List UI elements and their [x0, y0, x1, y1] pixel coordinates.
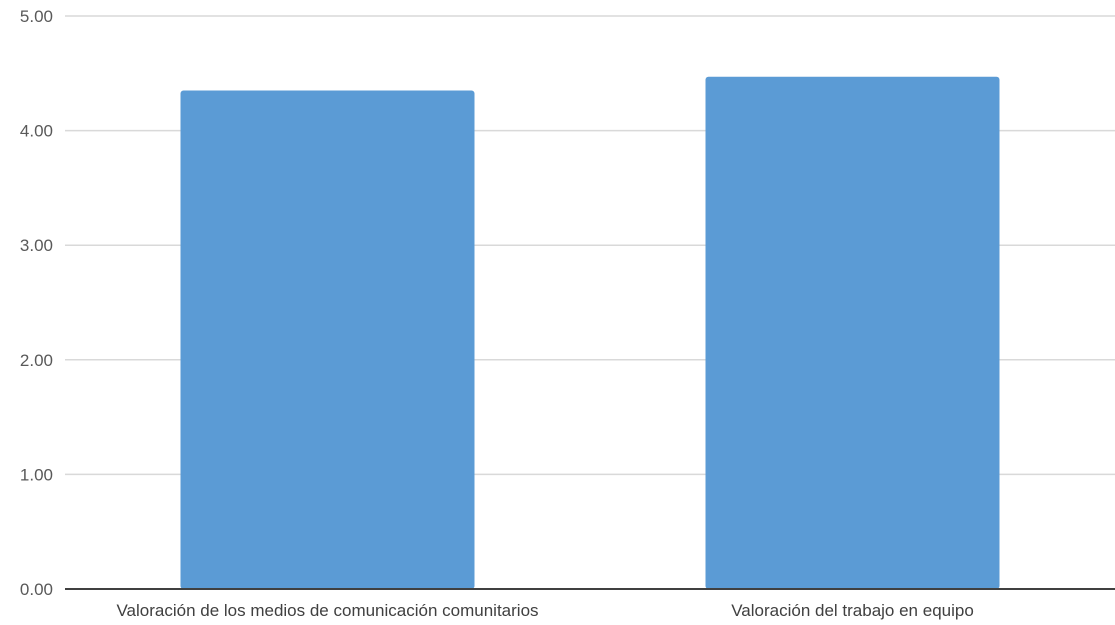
- y-tick-label: 1.00: [20, 465, 53, 484]
- x-category-label: Valoración del trabajo en equipo: [731, 601, 974, 620]
- y-tick-label: 5.00: [20, 7, 53, 26]
- x-axis-categories: Valoración de los medios de comunicación…: [116, 601, 973, 620]
- y-tick-label: 2.00: [20, 351, 53, 370]
- y-tick-label: 4.00: [20, 122, 53, 141]
- bar: [180, 90, 475, 590]
- y-tick-label: 3.00: [20, 236, 53, 255]
- bars: [180, 76, 1000, 590]
- x-category-label: Valoración de los medios de comunicación…: [116, 601, 538, 620]
- y-tick-label: 0.00: [20, 580, 53, 599]
- y-axis-ticks: 0.00 1.00 2.00 3.00 4.00 5.00: [20, 7, 53, 599]
- bar: [705, 76, 1000, 590]
